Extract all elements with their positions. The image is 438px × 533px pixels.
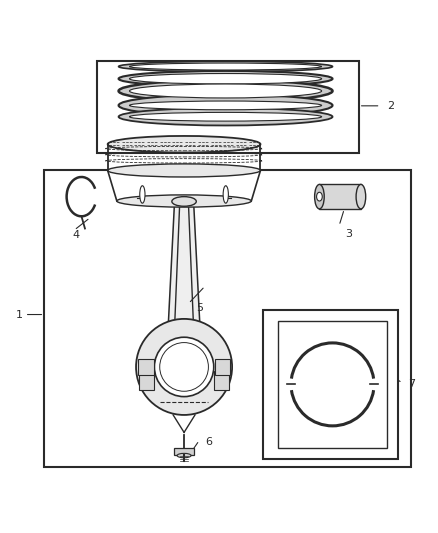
Bar (319, 184, 361, 209)
Ellipse shape (223, 185, 228, 203)
Bar (174, 448, 194, 455)
Ellipse shape (130, 101, 321, 110)
Ellipse shape (119, 61, 332, 72)
Text: 4: 4 (73, 230, 80, 240)
Ellipse shape (130, 63, 321, 70)
Bar (215, 359, 230, 375)
Circle shape (160, 343, 208, 391)
Bar (44, 171, 411, 467)
Circle shape (136, 319, 232, 415)
Text: 5: 5 (196, 303, 203, 313)
Ellipse shape (356, 184, 366, 209)
Bar (139, 371, 155, 390)
Text: 6: 6 (205, 437, 212, 447)
Ellipse shape (317, 192, 322, 201)
Ellipse shape (140, 185, 145, 203)
Ellipse shape (130, 74, 321, 84)
Ellipse shape (119, 94, 332, 116)
Ellipse shape (119, 80, 332, 102)
Ellipse shape (314, 184, 324, 209)
Circle shape (154, 337, 214, 397)
Bar (138, 359, 153, 375)
Text: 3: 3 (346, 229, 353, 239)
Bar (263, 310, 398, 458)
Ellipse shape (108, 164, 261, 177)
Text: 7: 7 (408, 379, 416, 390)
Text: 1: 1 (15, 310, 22, 319)
Ellipse shape (117, 195, 251, 207)
Bar (97, 61, 359, 153)
Bar (278, 321, 387, 448)
Ellipse shape (130, 84, 321, 98)
Text: 2: 2 (387, 101, 394, 111)
Ellipse shape (119, 108, 332, 125)
Ellipse shape (130, 112, 321, 121)
Polygon shape (167, 203, 201, 341)
Ellipse shape (172, 197, 196, 206)
Ellipse shape (177, 454, 191, 458)
Ellipse shape (119, 71, 332, 87)
Bar (214, 371, 230, 390)
Ellipse shape (108, 136, 261, 152)
